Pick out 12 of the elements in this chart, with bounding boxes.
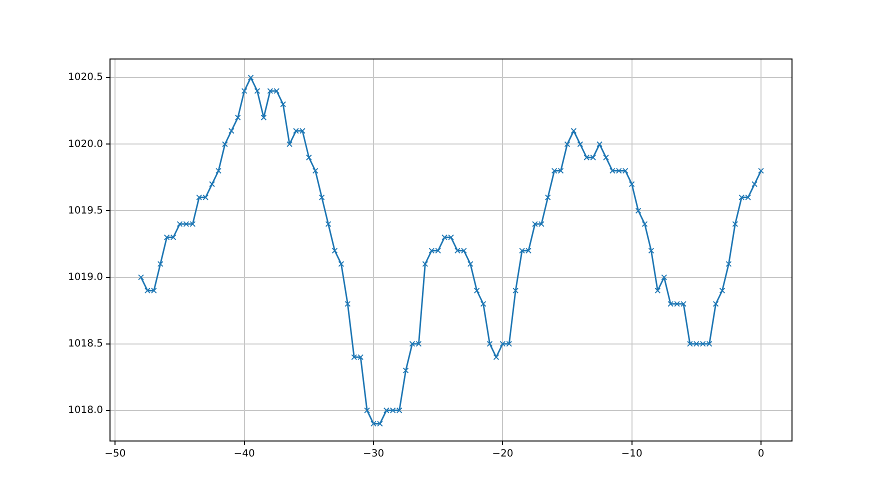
x-tick-label: −20 bbox=[492, 448, 514, 460]
y-tick-label: 1020.5 bbox=[68, 72, 103, 84]
y-tick-label: 1018.0 bbox=[68, 404, 103, 416]
x-tick-label: 0 bbox=[758, 448, 764, 460]
y-tick-label: 1020.0 bbox=[68, 138, 103, 150]
x-tick-label: −40 bbox=[234, 448, 255, 460]
y-tick-label: 1019.0 bbox=[68, 272, 103, 283]
y-tick-label: 1018.5 bbox=[68, 338, 103, 350]
x-tick-label: −30 bbox=[362, 448, 384, 460]
x-tick-label: −50 bbox=[104, 448, 126, 460]
y-tick-label: 1019.5 bbox=[68, 205, 103, 216]
x-tick-label: −10 bbox=[621, 448, 642, 460]
